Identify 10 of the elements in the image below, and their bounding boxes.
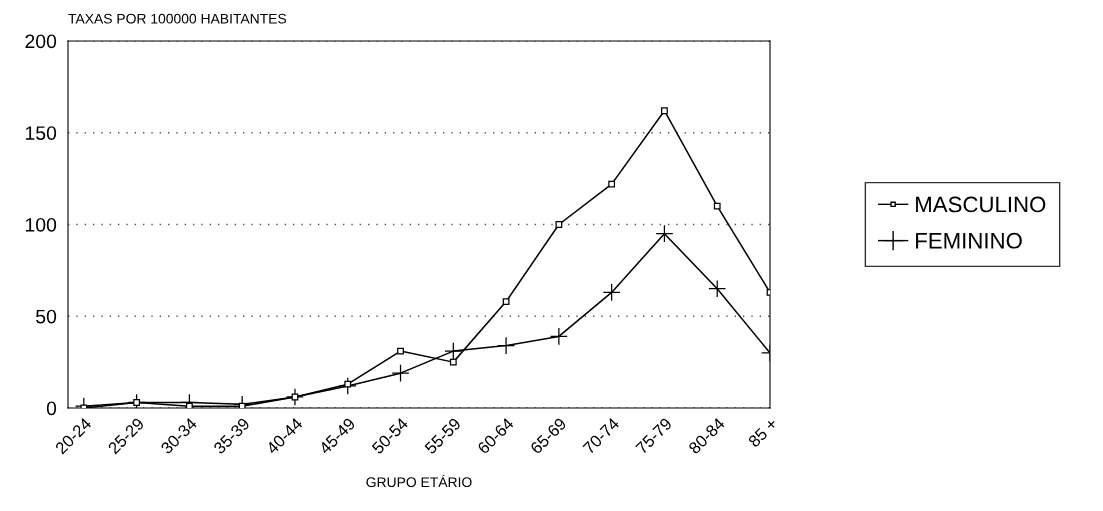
legend-label: FEMININO [916,232,1022,249]
y-tick-label: 50 [36,309,57,324]
y-tick-label: 150 [25,126,57,140]
y-tick-label: 0 [46,401,57,416]
x-axis-title: GRUPO ETÁRIO [366,474,472,488]
y-tick-label: 200 [25,34,57,49]
x-tick-label: 85 + [747,417,779,448]
legend-label: MASCULINO [916,196,1046,213]
y-axis-title: TAXAS POR 100000 HABITANTES [68,13,287,24]
y-tick-label: 100 [25,217,57,232]
